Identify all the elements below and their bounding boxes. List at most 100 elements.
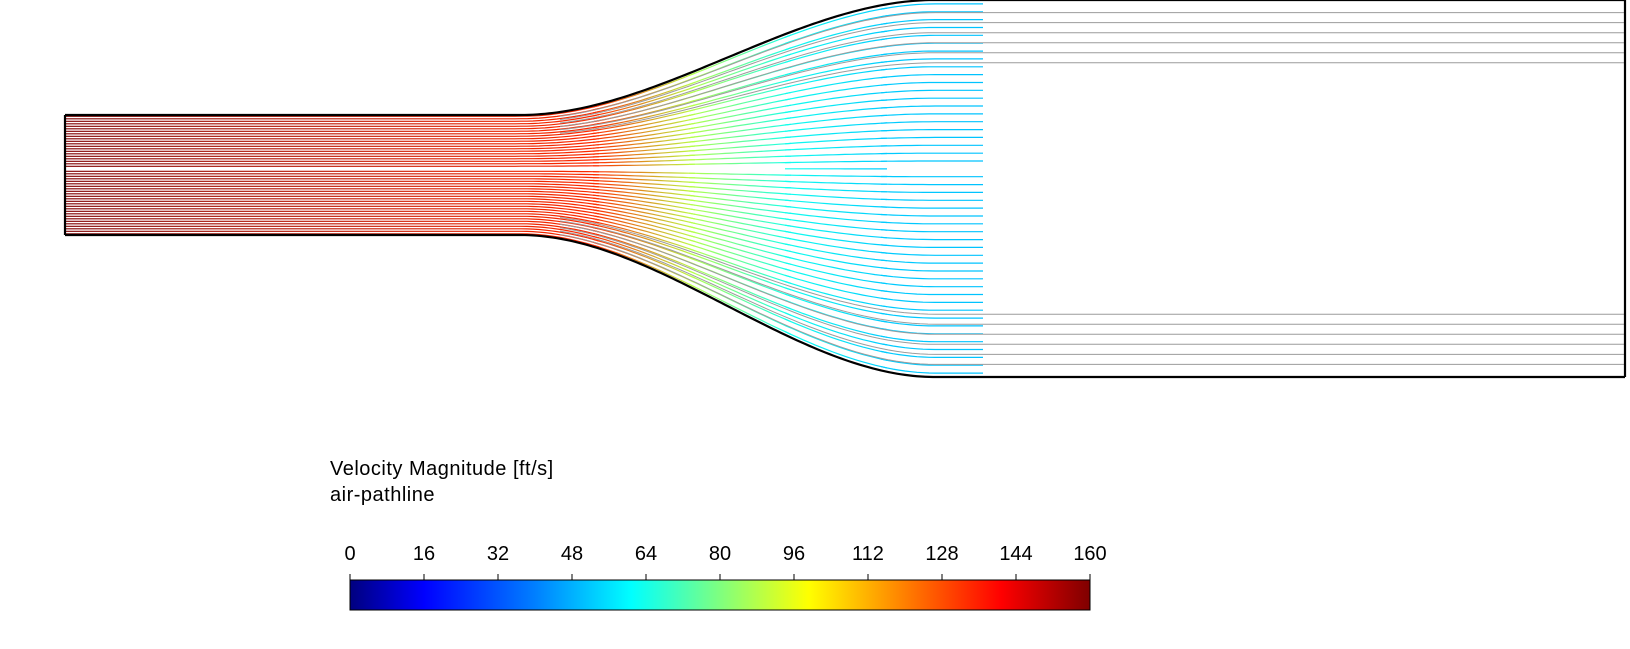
streamlines-group bbox=[65, 4, 1625, 373]
cfd-pathline-figure: Velocity Magnitude [ft/s] air-pathline 0 16… bbox=[0, 0, 1630, 649]
streamline bbox=[785, 92, 887, 106]
recirculation-line bbox=[560, 228, 1624, 345]
colorbar-tick-label: 80 bbox=[709, 543, 731, 565]
streamline bbox=[881, 67, 983, 70]
streamline bbox=[593, 105, 695, 128]
streamline bbox=[881, 114, 983, 116]
streamline bbox=[881, 268, 983, 271]
streamline bbox=[785, 146, 887, 150]
streamline bbox=[785, 181, 887, 184]
streamline bbox=[785, 231, 887, 245]
colorbar-tick-label: 16 bbox=[413, 543, 435, 565]
streamline bbox=[881, 237, 983, 239]
streamline bbox=[881, 199, 983, 200]
streamline bbox=[881, 137, 983, 138]
streamline bbox=[593, 210, 695, 233]
streamline bbox=[689, 213, 791, 232]
colorbar-tick-label: 112 bbox=[852, 543, 884, 565]
streamline bbox=[881, 306, 983, 310]
colorbar-tick-label: 128 bbox=[925, 543, 958, 565]
streamline bbox=[785, 39, 887, 63]
streamline bbox=[785, 108, 887, 119]
streamline bbox=[881, 122, 983, 124]
streamline bbox=[689, 105, 791, 124]
streamline bbox=[785, 138, 887, 144]
streamline bbox=[689, 163, 791, 165]
streamline bbox=[881, 222, 983, 224]
streamline bbox=[785, 175, 887, 176]
streamline bbox=[593, 160, 695, 163]
streamline bbox=[881, 367, 983, 374]
streamline bbox=[65, 171, 599, 172]
colorbar-tick-label: 0 bbox=[344, 543, 355, 565]
colorbar-tick-label: 96 bbox=[783, 543, 805, 565]
streamline bbox=[689, 150, 791, 156]
streamline bbox=[689, 173, 791, 175]
streamline bbox=[65, 176, 599, 178]
streamline bbox=[785, 219, 887, 230]
streamline bbox=[785, 206, 887, 214]
streamline bbox=[881, 106, 983, 108]
streamline bbox=[785, 225, 887, 238]
streamline bbox=[785, 100, 887, 113]
streamline bbox=[593, 164, 695, 166]
streamline bbox=[881, 98, 983, 100]
streamline bbox=[881, 4, 983, 9]
streamline bbox=[65, 124, 599, 132]
colorbar-legend: Velocity Magnitude [ft/s] air-pathline 0 16… bbox=[330, 458, 1107, 610]
streamline bbox=[65, 166, 599, 167]
colorbar-tick-label: 48 bbox=[561, 543, 583, 565]
colorbar-tick-label: 144 bbox=[999, 543, 1032, 565]
streamline bbox=[881, 207, 983, 208]
streamline bbox=[65, 127, 599, 134]
streamline bbox=[65, 226, 599, 238]
streamline bbox=[881, 145, 983, 146]
streamline bbox=[881, 75, 983, 78]
streamline bbox=[881, 20, 983, 25]
streamline bbox=[881, 275, 983, 279]
streamline bbox=[881, 336, 983, 342]
streamline bbox=[65, 160, 599, 162]
streamline bbox=[689, 222, 791, 245]
colorbar-tick-label: 160 bbox=[1073, 543, 1106, 565]
streamline bbox=[689, 178, 791, 182]
streamline bbox=[881, 230, 983, 232]
streamline bbox=[881, 192, 983, 193]
streamline bbox=[689, 187, 791, 195]
streamline bbox=[689, 99, 791, 120]
streamline bbox=[689, 191, 791, 201]
legend-title-line2: air-pathline bbox=[330, 484, 435, 506]
legend-title-line1: Velocity Magnitude [ft/s] bbox=[330, 458, 554, 480]
streamline bbox=[65, 201, 599, 208]
streamline bbox=[785, 154, 887, 157]
streamline bbox=[689, 182, 791, 188]
streamline bbox=[785, 123, 887, 131]
streamline bbox=[65, 163, 599, 164]
streamline bbox=[785, 161, 887, 162]
streamline bbox=[65, 209, 599, 217]
streamline bbox=[881, 245, 983, 248]
streamline bbox=[785, 131, 887, 138]
streamline bbox=[65, 109, 599, 119]
recirculation-line bbox=[560, 221, 1624, 324]
streamline bbox=[689, 131, 791, 143]
streamline bbox=[881, 291, 983, 295]
streamline bbox=[785, 194, 887, 200]
streamline bbox=[689, 253, 791, 290]
streamline bbox=[593, 172, 695, 174]
streamline bbox=[65, 179, 599, 181]
streamline bbox=[881, 253, 983, 256]
streamline bbox=[881, 28, 983, 33]
streamline bbox=[65, 157, 599, 159]
streamline bbox=[881, 130, 983, 131]
figure-svg: Velocity Magnitude [ft/s] air-pathline 0 16… bbox=[0, 0, 1630, 649]
streamline bbox=[593, 82, 695, 113]
streamline bbox=[689, 156, 791, 160]
streamline bbox=[689, 218, 791, 239]
streamline bbox=[65, 174, 599, 175]
streamline bbox=[65, 204, 599, 211]
streamline bbox=[881, 184, 983, 185]
streamline bbox=[881, 260, 983, 263]
streamline bbox=[689, 195, 791, 207]
streamline bbox=[881, 298, 983, 302]
